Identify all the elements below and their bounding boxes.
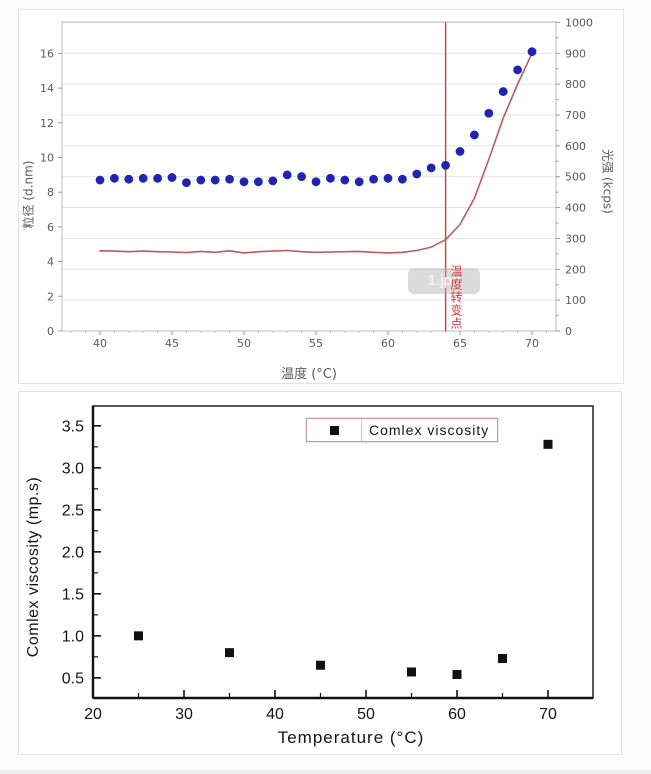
- size-data-point: [254, 177, 263, 187]
- y-right-tick-label: 100: [565, 294, 586, 307]
- y-left-tick-label: 2: [47, 290, 54, 303]
- y-right-tick-label: 800: [565, 78, 586, 91]
- y-left-tick-label: 6: [47, 221, 54, 234]
- y-tick-label: 0.5: [62, 670, 84, 687]
- y-left-tick-label: 4: [47, 256, 54, 269]
- size-data-point: [398, 174, 407, 184]
- y-right-tick-label: 200: [565, 263, 586, 276]
- size-data-point: [455, 147, 465, 156]
- x-tick-label: 40: [93, 337, 107, 350]
- y-right-tick-label: 600: [565, 140, 586, 153]
- y-tick-label: 3.0: [62, 460, 84, 477]
- size-data-point: [441, 160, 450, 170]
- x-tick-label: 55: [309, 337, 323, 350]
- plot-frame: [92, 405, 594, 699]
- y-right-tick-label: 0: [565, 325, 572, 338]
- y-tick-label: 3.5: [62, 418, 84, 435]
- size-data-point: [239, 177, 249, 187]
- size-data-point: [210, 175, 220, 185]
- legend: Comlex viscosity: [306, 418, 499, 442]
- x-tick-label: 30: [175, 706, 193, 723]
- page-bottom-strip: [0, 770, 651, 774]
- size-data-point: [426, 163, 436, 173]
- x-tick-label: 70: [539, 706, 557, 723]
- x-tick-label: 20: [84, 706, 102, 723]
- x-tick-label: 40: [266, 706, 284, 723]
- size-data-point: [95, 175, 105, 185]
- x-tick-label: 50: [357, 706, 375, 723]
- y-left-tick-label: 12: [40, 117, 54, 130]
- x-tick-label: 45: [165, 337, 179, 350]
- x-tick-label: 60: [381, 337, 395, 350]
- size-data-point: [340, 175, 350, 185]
- y-left-tick-label: 8: [47, 186, 54, 199]
- viscosity-data-point: [543, 439, 553, 449]
- x-tick-label: 60: [448, 706, 466, 723]
- y-tick-label: 1.5: [62, 586, 84, 603]
- y-tick-label: 2.5: [62, 502, 84, 519]
- size-intensity-chart-panel: 40 45 50 55 60 65 70 0 2 4 6 8 10 12 14 16 0 100 200 300 400…: [18, 9, 624, 384]
- size-data-point: [297, 172, 306, 181]
- intensity-line: [99, 52, 533, 254]
- y-left-tick-label: 0: [47, 325, 54, 338]
- size-data-point: [484, 108, 494, 118]
- size-data-point: [182, 178, 191, 188]
- y-right-tick-label: 900: [565, 47, 586, 60]
- size-data-point: [354, 177, 364, 187]
- size-data-point: [383, 173, 393, 183]
- size-data-point: [196, 175, 206, 185]
- size-data-point: [138, 173, 148, 183]
- size-data-point: [153, 173, 163, 183]
- y-right-tick-label: 400: [565, 202, 586, 215]
- viscosity-chart-panel: 20 30 40 50 60 70 0.5 1.0 1.5 2.0 2.5 3.0 3.5 Temper…: [18, 391, 622, 755]
- y-right-tick-label: 1000: [565, 16, 593, 29]
- x-tick-label: 50: [237, 337, 251, 350]
- viscosity-data-point: [407, 667, 416, 677]
- size-data-point: [110, 173, 119, 183]
- legend-marker-cell: [307, 419, 362, 441]
- y-tick-label: 2.0: [62, 544, 84, 561]
- size-data-point: [527, 47, 537, 57]
- size-data-point: [167, 173, 177, 182]
- y-right-tick-label: 500: [565, 171, 586, 184]
- y-right-tick-label: 300: [565, 232, 586, 245]
- legend-label: Comlex viscosity: [369, 422, 490, 438]
- y-tick-label: 1.0: [62, 628, 84, 645]
- x-tick-label: 70: [525, 337, 539, 350]
- viscosity-data-point: [134, 631, 143, 641]
- size-data-point: [124, 174, 134, 184]
- size-data-point: [282, 170, 292, 180]
- size-data-point: [268, 176, 278, 186]
- size-data-point: [369, 174, 378, 184]
- y-left-tick-label: 16: [40, 47, 54, 60]
- viscosity-data-point: [498, 654, 507, 664]
- size-data-point: [498, 87, 508, 96]
- size-intensity-chart-svg: 40 45 50 55 60 65 7002468101214160100200300400…: [40, 16, 593, 350]
- size-data-point: [470, 130, 479, 140]
- size-data-point: [513, 65, 522, 75]
- viscosity-chart-svg: 20 30 40 50 60 70 0.5 1.0 1.5 2.0 2.5 3.0 3.5: [62, 405, 594, 723]
- y-right-tick-label: 700: [565, 109, 586, 122]
- size-data-point: [412, 169, 422, 179]
- black-square-marker-icon: [329, 425, 339, 435]
- y-left-tick-label: 14: [40, 82, 54, 95]
- x-tick-label: 65: [453, 337, 467, 350]
- viscosity-data-point: [316, 660, 325, 670]
- y-left-tick-label: 10: [40, 152, 54, 165]
- viscosity-data-point: [225, 648, 234, 658]
- size-data-point: [225, 174, 235, 184]
- size-data-point: [311, 177, 321, 187]
- size-data-point: [326, 173, 335, 183]
- viscosity-data-point: [452, 669, 462, 679]
